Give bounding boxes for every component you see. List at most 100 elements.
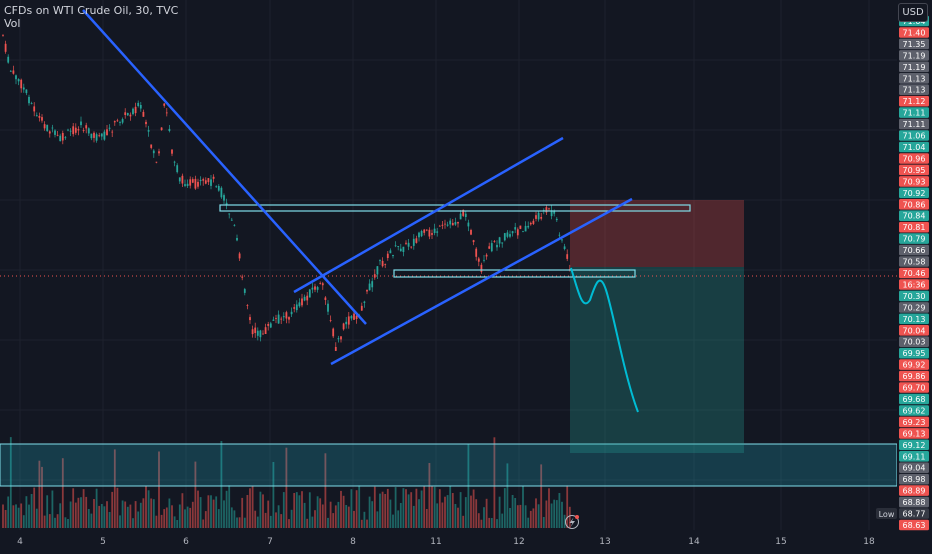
price-label: 71.11 <box>899 107 929 118</box>
price-label: 69.11 <box>899 451 929 462</box>
volume-bar <box>501 513 504 528</box>
candle <box>436 227 439 237</box>
vertical-gridlines <box>19 0 870 530</box>
volume-bar <box>69 501 72 528</box>
candle <box>106 125 108 136</box>
volume-bar <box>113 449 116 528</box>
volume-bar <box>449 486 452 528</box>
candle <box>254 322 257 338</box>
candle <box>269 321 272 329</box>
volume-bar <box>540 464 543 528</box>
volume-bar <box>124 501 127 528</box>
volume-bar <box>142 498 145 528</box>
volume-bar <box>295 492 298 528</box>
price-label: 71.40 <box>899 27 929 38</box>
candle <box>223 193 225 205</box>
volume-bar <box>15 504 17 528</box>
candle <box>449 218 452 229</box>
support-box[interactable] <box>393 269 636 278</box>
candle <box>363 300 366 308</box>
candle <box>493 240 496 243</box>
candle <box>373 269 376 280</box>
candle <box>566 249 569 262</box>
take-profit-zone[interactable] <box>570 267 744 453</box>
volume-bar <box>561 501 563 528</box>
channel-upper-line[interactable] <box>293 136 564 294</box>
volume-bar <box>553 499 556 528</box>
volume-bar <box>100 504 103 528</box>
volume-bar <box>397 510 400 528</box>
svg-text:71.13: 71.13 <box>903 86 926 95</box>
candle <box>496 240 498 251</box>
volume-bar <box>306 518 309 528</box>
candle <box>314 283 316 293</box>
time-tick-label: 15 <box>775 537 786 547</box>
candle <box>178 177 181 184</box>
candle <box>477 256 480 267</box>
candle <box>311 283 314 294</box>
candle <box>121 117 124 125</box>
volume-bar <box>173 516 176 528</box>
candle-series <box>2 34 571 351</box>
resistance-box[interactable] <box>219 204 691 212</box>
volume-bar <box>475 499 478 528</box>
candle <box>95 132 98 143</box>
volume-label[interactable]: Vol <box>4 17 21 30</box>
candle <box>397 246 400 251</box>
volume-bar <box>152 499 155 528</box>
symbol-title[interactable]: CFDs on WTI Crude Oil, 30, TVC <box>4 4 179 17</box>
svg-text:Low: Low <box>879 510 895 519</box>
candle <box>277 310 280 324</box>
volume-bar <box>111 491 114 528</box>
time-tick-label: 18 <box>863 537 875 547</box>
candle <box>285 310 288 324</box>
price-label: 71.12 <box>899 95 929 107</box>
svg-text:68.98: 68.98 <box>903 475 926 484</box>
volume-bar <box>384 494 387 528</box>
volume-bar <box>220 441 223 528</box>
candle <box>514 222 517 233</box>
svg-text:70.58: 70.58 <box>903 258 926 267</box>
candle <box>303 294 306 302</box>
volume-bar <box>454 504 457 528</box>
svg-text:71.06: 71.06 <box>903 132 926 141</box>
candle <box>181 173 184 187</box>
volume-bar <box>462 515 465 528</box>
candle <box>12 65 15 75</box>
svg-text:70.84: 70.84 <box>903 212 926 221</box>
volume-bar <box>249 488 251 528</box>
volume-bar <box>132 518 134 528</box>
currency-button[interactable]: USD <box>898 3 928 22</box>
candle <box>394 241 397 248</box>
volume-bar <box>116 487 119 528</box>
volume-bar <box>282 492 285 528</box>
candle <box>163 103 166 108</box>
candle <box>22 83 25 93</box>
projection-path[interactable] <box>570 267 639 413</box>
volume-bar <box>267 500 270 528</box>
candle <box>184 179 186 188</box>
candle <box>412 234 415 250</box>
volume-bar <box>147 490 150 528</box>
downtrend-line[interactable] <box>82 9 367 325</box>
lightning-icon[interactable] <box>565 515 580 529</box>
svg-text:69.70: 69.70 <box>903 384 926 393</box>
svg-text:68.88: 68.88 <box>903 498 926 507</box>
volume-bar <box>155 515 158 528</box>
time-axis[interactable] <box>0 530 897 550</box>
candle <box>431 229 433 239</box>
candle <box>176 163 179 174</box>
candle <box>334 342 337 351</box>
candle <box>259 329 262 342</box>
svg-text:70.81: 70.81 <box>903 223 926 232</box>
demand-zone[interactable] <box>0 443 898 487</box>
volume-bar <box>51 490 54 528</box>
candle <box>423 228 426 236</box>
volume-bar <box>490 518 493 528</box>
volume-bar <box>199 497 202 528</box>
stop-loss-zone[interactable] <box>570 200 744 267</box>
candle <box>433 223 436 236</box>
channel-lower-line[interactable] <box>330 197 633 366</box>
